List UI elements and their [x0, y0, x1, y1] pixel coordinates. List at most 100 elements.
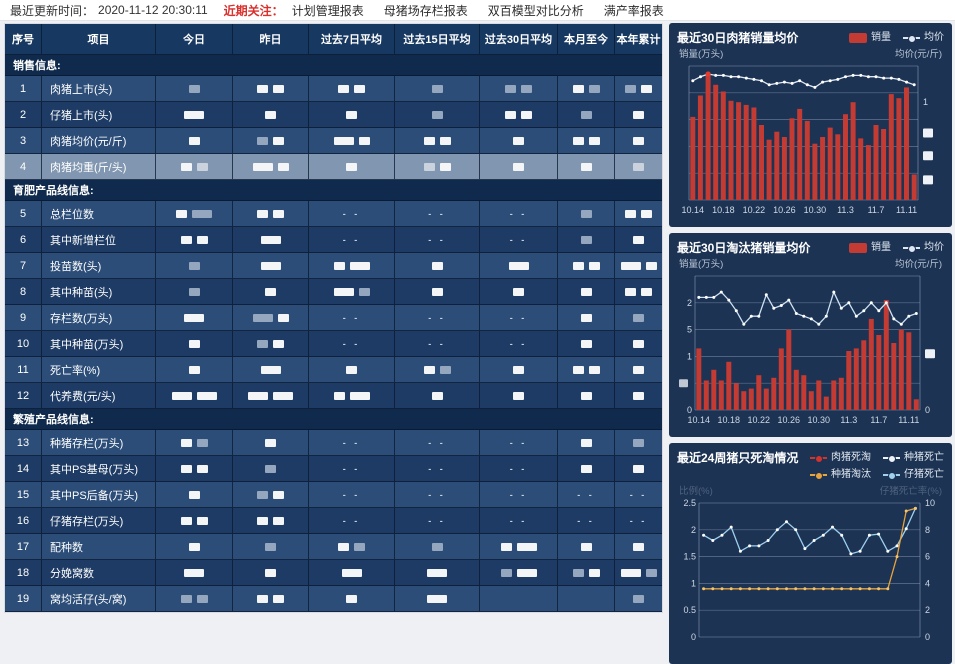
data-cell: - -: [395, 305, 480, 331]
svg-text:0: 0: [687, 405, 692, 415]
data-cell: - -: [480, 331, 558, 357]
redacted-value: [431, 542, 443, 551]
redacted-value: [265, 542, 276, 551]
redacted-value: [333, 391, 345, 400]
table-row-4[interactable]: 4 肉猪均重(斤/头): [5, 154, 662, 180]
table-row-18[interactable]: 18 分娩窝数: [5, 560, 662, 586]
table-row-17[interactable]: 17 配种数: [5, 534, 662, 560]
redacted-value: [580, 287, 592, 296]
chart-legend: 销量 均价: [849, 31, 944, 45]
data-cell: [558, 586, 615, 612]
data-cell: [156, 279, 233, 305]
table-row-14[interactable]: 14 其中PS基母(万头) - -- -- -: [5, 456, 662, 482]
data-cell: [233, 331, 309, 357]
redacted-value: [257, 136, 268, 145]
table-row-13[interactable]: 13 种猪存栏(万头) - -- -- -: [5, 430, 662, 456]
data-cell: [480, 154, 558, 180]
table-row-11[interactable]: 11 死亡率(%): [5, 357, 662, 383]
redacted-value: [580, 391, 592, 400]
redacted-value: [439, 136, 451, 145]
column-header-1[interactable]: 项目: [42, 24, 156, 55]
column-header-4[interactable]: 过去7日平均: [309, 24, 395, 55]
column-header-2[interactable]: 今日: [156, 24, 233, 55]
data-cell: [558, 305, 615, 331]
menu-item-1[interactable]: 母猪场存栏报表: [383, 3, 468, 18]
table-row-12[interactable]: 12 代养费(元/头): [5, 383, 662, 409]
row-label: 仔猪上市(头): [42, 102, 156, 128]
column-header-3[interactable]: 昨日: [233, 24, 309, 55]
legend-item-3[interactable]: 仔猪死亡: [883, 468, 944, 482]
data-cell: [233, 154, 309, 180]
menu-item-3[interactable]: 满产率报表: [603, 3, 664, 18]
redacted-value: [346, 365, 357, 374]
data-cell: [558, 357, 615, 383]
data-cell: [395, 383, 480, 409]
row-index: 3: [5, 128, 42, 154]
data-cell: - -: [395, 508, 480, 534]
data-cell: [233, 383, 309, 409]
redacted-value: [354, 542, 365, 551]
data-cell: [156, 331, 233, 357]
table-row-15[interactable]: 15 其中PS后备(万头) - -- -- -- -- -: [5, 482, 662, 508]
line-legend-icon: [883, 455, 900, 463]
table-row-16[interactable]: 16 仔猪存栏(万头) - -- -- -- -- -: [5, 508, 662, 534]
redacted-value: [180, 438, 192, 447]
column-header-0[interactable]: 序号: [5, 24, 42, 55]
data-cell: [480, 383, 558, 409]
legend-item-1[interactable]: 均价: [903, 241, 944, 255]
svg-text:11.3: 11.3: [837, 205, 854, 215]
redacted-value: [196, 391, 217, 400]
data-cell: [615, 383, 662, 409]
menu-item-0[interactable]: 计划管理报表: [291, 3, 364, 18]
redacted-value: [192, 209, 212, 218]
column-header-5[interactable]: 过去15日平均: [395, 24, 480, 55]
redacted-value: [633, 339, 644, 348]
table-row-10[interactable]: 10 其中种苗(万头) - -- -- -: [5, 331, 662, 357]
redacted-value: [427, 594, 447, 603]
table-row-2[interactable]: 2 仔猪上市(头): [5, 102, 662, 128]
redacted-value: [257, 84, 268, 93]
redacted-value: [580, 162, 592, 171]
column-header-8[interactable]: 本年累计: [615, 24, 662, 55]
data-cell: [480, 534, 558, 560]
legend-label: 销量: [871, 32, 891, 43]
data-cell: [395, 534, 480, 560]
table-row-8[interactable]: 8 其中种苗(头): [5, 279, 662, 305]
redacted-value: [338, 542, 349, 551]
legend-item-1[interactable]: 均价: [903, 31, 944, 45]
table-row-7[interactable]: 7 投苗数(头): [5, 253, 662, 279]
table-row-3[interactable]: 3 肉猪均价(元/斤): [5, 128, 662, 154]
column-header-6[interactable]: 过去30日平均: [480, 24, 558, 55]
column-header-7[interactable]: 本月至今: [558, 24, 615, 55]
legend-item-0[interactable]: 销量: [849, 241, 891, 255]
redacted-value: [188, 339, 200, 348]
table-row-1[interactable]: 1 肉猪上市(头): [5, 76, 662, 102]
left-axis-label: 比例(%): [679, 486, 713, 497]
table-row-5[interactable]: 5 总栏位数 - -- -- -: [5, 201, 662, 227]
table-row-9[interactable]: 9 存栏数(万头) - -- -- -: [5, 305, 662, 331]
data-cell: - -: [395, 331, 480, 357]
table-row-6[interactable]: 6 其中新增栏位 - -- -- -: [5, 227, 662, 253]
data-cell: [395, 76, 480, 102]
svg-text:2.5: 2.5: [683, 498, 696, 508]
row-label: 投苗数(头): [42, 253, 156, 279]
data-cell: [615, 331, 662, 357]
table-row-19[interactable]: 19 窝均活仔(头/窝): [5, 586, 662, 612]
line-legend-icon: [883, 472, 900, 480]
data-cell: [309, 534, 395, 560]
data-cell: - -: [558, 482, 615, 508]
menu-item-2[interactable]: 双百模型对比分析: [487, 3, 584, 18]
data-cell: - -: [480, 201, 558, 227]
svg-text:1: 1: [691, 578, 696, 588]
redacted-value: [580, 235, 592, 244]
legend-item-2[interactable]: 种猪淘汰: [810, 468, 871, 482]
row-index: 4: [5, 154, 42, 180]
legend-item-0[interactable]: 销量: [849, 31, 891, 45]
legend-item-0[interactable]: 肉猪死淘: [810, 451, 871, 465]
svg-text:2: 2: [691, 525, 696, 535]
legend-label: 种猪淘汰: [831, 469, 871, 480]
redacted-value: [265, 438, 276, 447]
redacted-value: [196, 516, 208, 525]
legend-item-1[interactable]: 种猪死亡: [883, 451, 944, 465]
redacted-value: [346, 110, 357, 119]
